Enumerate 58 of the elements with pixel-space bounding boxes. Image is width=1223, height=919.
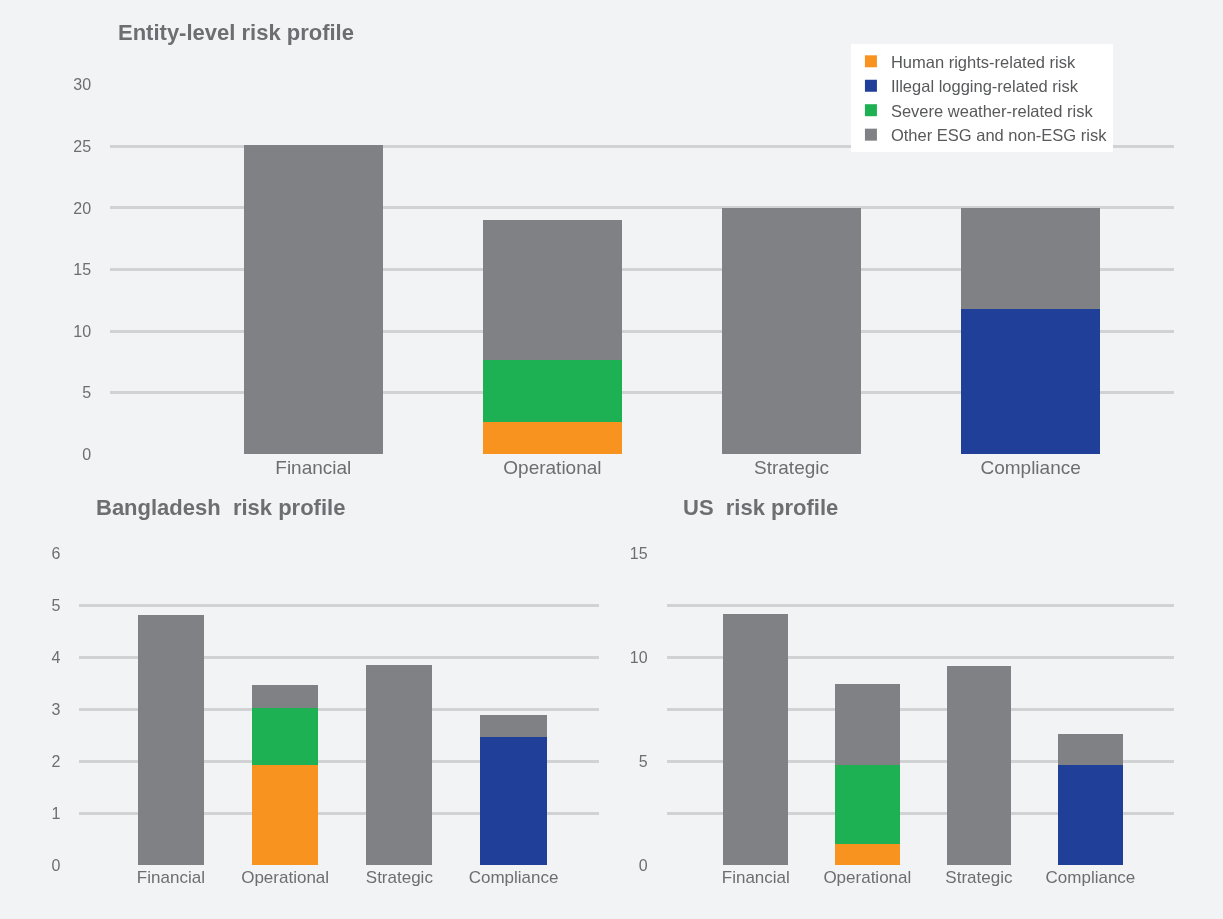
y-tick-label: 0	[51, 856, 61, 874]
bar	[961, 207, 1100, 310]
bar	[834, 765, 900, 845]
x-tick-label: Strategic	[945, 867, 1013, 887]
bar	[252, 708, 319, 766]
bar	[483, 359, 622, 423]
chart-title: Bangladesh risk profile	[96, 495, 346, 520]
bar	[252, 684, 319, 709]
chart-title: US risk profile	[683, 495, 839, 520]
y-tick-label: 10	[629, 649, 648, 667]
bar	[252, 765, 319, 865]
y-tick-label: 20	[73, 199, 92, 217]
chart-title: Entity-level risk profile	[118, 20, 354, 45]
x-tick-label: Financial	[136, 867, 205, 887]
bar	[480, 715, 547, 738]
x-tick-label: Operational	[823, 867, 912, 887]
y-tick-label: 2	[51, 752, 61, 770]
y-tick-label: 30	[73, 76, 92, 94]
bar	[483, 422, 622, 455]
bar	[366, 665, 433, 865]
x-tick-label: Financial	[721, 867, 790, 887]
legend-label: Other ESG and non-ESG risk	[890, 126, 1108, 145]
y-tick-label: 3	[51, 700, 61, 718]
x-tick-label: Compliance	[980, 457, 1081, 479]
x-tick-label: Operational	[503, 457, 602, 479]
y-tick-label: 15	[73, 261, 92, 279]
x-tick-label: Compliance	[468, 867, 559, 887]
legend-label: Illegal logging-related risk	[890, 77, 1079, 96]
x-tick-label: Operational	[241, 867, 330, 887]
bar	[137, 614, 205, 865]
y-tick-label: 6	[51, 545, 61, 563]
y-tick-label: 10	[73, 322, 92, 340]
bar	[1058, 734, 1123, 766]
x-tick-label: Strategic	[754, 457, 829, 479]
y-tick-label: 0	[82, 446, 92, 464]
bar	[243, 145, 383, 455]
bar	[722, 207, 861, 455]
x-tick-label: Compliance	[1045, 867, 1136, 887]
legend-label: Severe weather-related risk	[890, 101, 1094, 120]
y-tick-label: 1	[51, 804, 61, 822]
y-tick-label: 0	[638, 856, 648, 874]
y-tick-label: 5	[82, 384, 92, 402]
bar	[723, 613, 789, 865]
legend-label: Human rights-related risk	[890, 52, 1076, 71]
y-tick-label: 15	[629, 545, 648, 563]
bar	[834, 684, 900, 766]
y-tick-label: 4	[51, 649, 61, 667]
bar	[946, 665, 1012, 865]
bar	[1058, 765, 1123, 865]
y-tick-label: 25	[73, 137, 92, 155]
bar	[961, 309, 1100, 455]
y-tick-label: 5	[51, 597, 61, 615]
x-tick-label: Strategic	[365, 867, 434, 887]
x-tick-label: Financial	[275, 457, 352, 479]
bar	[483, 220, 622, 360]
bar	[480, 737, 547, 865]
y-tick-label: 5	[638, 752, 648, 770]
bar	[834, 844, 900, 865]
